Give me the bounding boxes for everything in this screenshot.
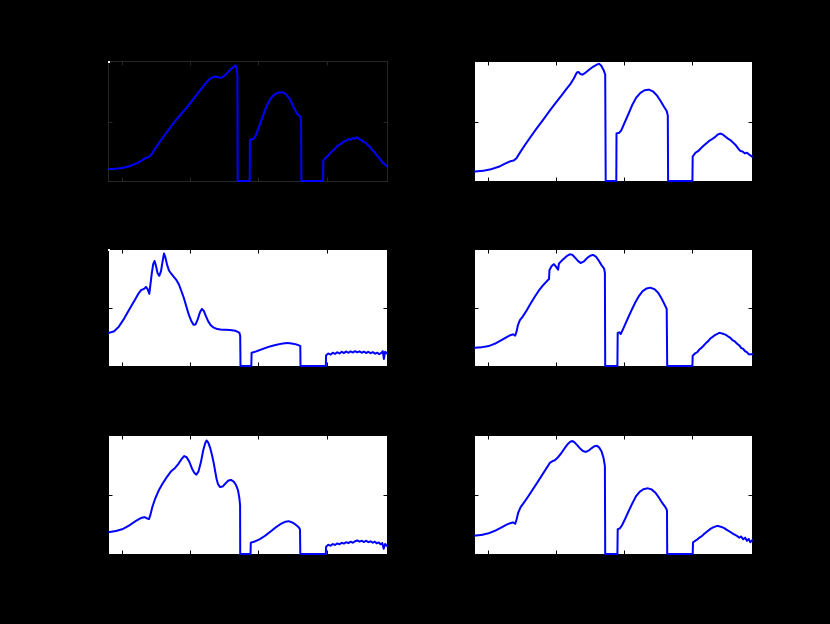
- subplot-bottom-left-plot: [108, 435, 388, 555]
- subplot-middle-right-plot: [474, 249, 753, 367]
- subplot-middle-right: [474, 249, 753, 367]
- subplot-middle-left: [108, 249, 388, 367]
- subplot-top-right-plot: [474, 61, 753, 182]
- subplot-top-left: [108, 61, 388, 182]
- subplot-bottom-left: [108, 435, 388, 555]
- subplot-top-left-plot: [108, 61, 388, 182]
- subplot-middle-left-plot: [108, 249, 388, 367]
- subplot-top-right: [474, 61, 753, 182]
- subplot-bottom-right: [474, 435, 753, 555]
- subplot-bottom-right-plot: [474, 435, 753, 555]
